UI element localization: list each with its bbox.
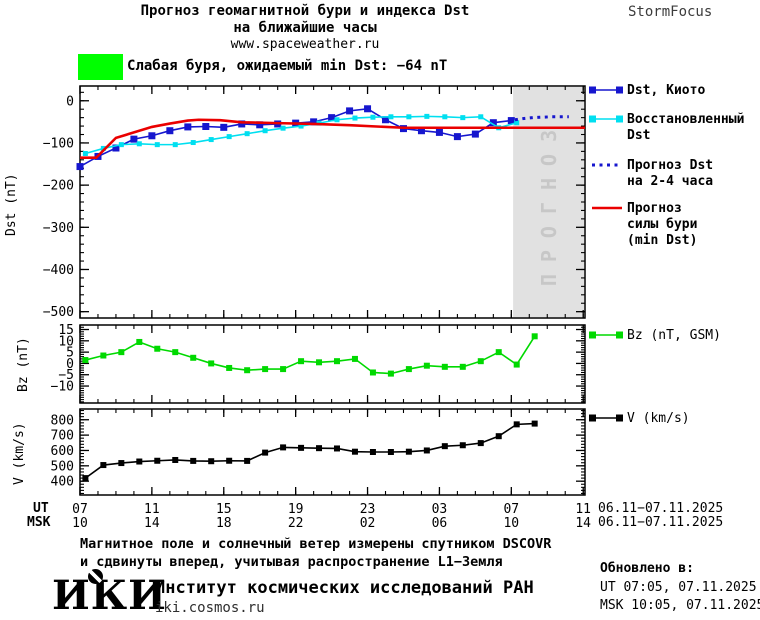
series-v-km-s- [84, 422, 535, 479]
msk-tick-label: 14 [575, 516, 591, 531]
ytick-label: 500 [51, 459, 74, 474]
page-title-line2: на ближайшие часы [233, 20, 377, 36]
msk-tick-label: 22 [288, 516, 304, 531]
ytick-label: 400 [51, 475, 74, 490]
ut-tick-label: 07 [72, 502, 88, 517]
msk-tick-label: 10 [72, 516, 88, 531]
ut-tick-label: 03 [432, 502, 448, 517]
institute-site: iki.cosmos.ru [155, 600, 265, 616]
updated-ut: UT 07:05, 07.11.2025 [600, 580, 757, 595]
footer-note-line2: и сдвинуты вперед, учитывая распростране… [80, 554, 503, 570]
site-url: www.spaceweather.ru [230, 37, 380, 52]
msk-tick-label: 18 [216, 516, 232, 531]
ut-date-range: 06.11−07.11.2025 [598, 501, 724, 516]
ut-tick-label: 11 [575, 502, 591, 517]
series-bz-nt-gsm- [85, 335, 536, 375]
legend-dst-kyoto: Dst, Киото [627, 83, 706, 98]
institute-name: Институт космических исследований РАН [155, 578, 534, 598]
ytick-label: 0 [66, 94, 74, 109]
forecast-region [513, 87, 584, 317]
msk-tick-label: 02 [360, 516, 376, 531]
ytick-label: −10 [51, 380, 74, 395]
iki-logo: ИКИ [52, 569, 167, 619]
ut-tick-label: 15 [216, 502, 232, 517]
ytick-label: 10 [58, 334, 74, 349]
dst-axis-label: Dst (nT) [4, 173, 19, 237]
ytick-label: 700 [51, 429, 74, 444]
ytick-label: 5 [66, 346, 74, 361]
ytick-label: −200 [43, 179, 74, 194]
ut-tick-label: 23 [360, 502, 376, 517]
ut-row-label: UT [33, 501, 49, 516]
legend-storm-strength: Прогноз силы бури (min Dst) [627, 201, 698, 248]
ytick-label: 0 [66, 357, 74, 372]
ytick-label: −300 [43, 221, 74, 236]
series--min-dst- [80, 118, 585, 160]
ytick-label: 15 [58, 323, 74, 338]
ytick-label: −5 [58, 368, 74, 383]
footer-note-line1: Магнитное поле и солнечный ветер измерен… [80, 536, 552, 552]
ytick-label: −100 [43, 136, 74, 151]
updated-msk: MSK 10:05, 07.11.2025 [600, 598, 760, 613]
msk-tick-label: 06 [432, 516, 448, 531]
v-axis-label: V (km/s) [12, 422, 27, 486]
ytick-label: 800 [51, 413, 74, 428]
msk-tick-label: 14 [144, 516, 160, 531]
bz-axis-label: Bz (nT) [16, 337, 31, 393]
series--dst-2-4- [514, 115, 569, 122]
legend-restored-dst: Восстановленный Dst [627, 112, 745, 143]
panel-dst: ПРОГНОЗ 0 −100 −200 −300 −400 −500 [43, 85, 586, 320]
forecast-watermark: ПРОГНОЗ [537, 118, 561, 286]
ut-tick-label: 19 [288, 502, 304, 517]
ytick-label: −400 [43, 263, 74, 278]
storm-level-swatch [78, 54, 123, 80]
legend-v: V (km/s) [627, 411, 690, 426]
iki-logo-circle-icon [88, 569, 103, 584]
page-title-line1: Прогноз геомагнитной бури и индекса Dst [140, 3, 470, 19]
msk-date-range: 06.11−07.11.2025 [598, 515, 724, 530]
msk-tick-label: 10 [503, 516, 519, 531]
storm-alert-label: Слабая буря, ожидаемый min Dst: −64 nT [127, 58, 448, 74]
panel-frame [79, 408, 586, 496]
ut-tick-label: 07 [503, 502, 519, 517]
brand-label: StormFocus [628, 4, 713, 20]
legend-bz: Bz (nT, GSM) [627, 328, 721, 343]
panel-frame [79, 324, 586, 404]
ytick-label: −500 [43, 305, 74, 320]
ytick-label: 600 [51, 444, 74, 459]
legend-forecast-dst: Прогноз Dst на 2-4 часа [627, 158, 714, 189]
updated-heading: Обновлено в: [600, 561, 694, 576]
ut-tick-label: 11 [144, 502, 160, 517]
msk-row-label: MSK [27, 515, 51, 530]
